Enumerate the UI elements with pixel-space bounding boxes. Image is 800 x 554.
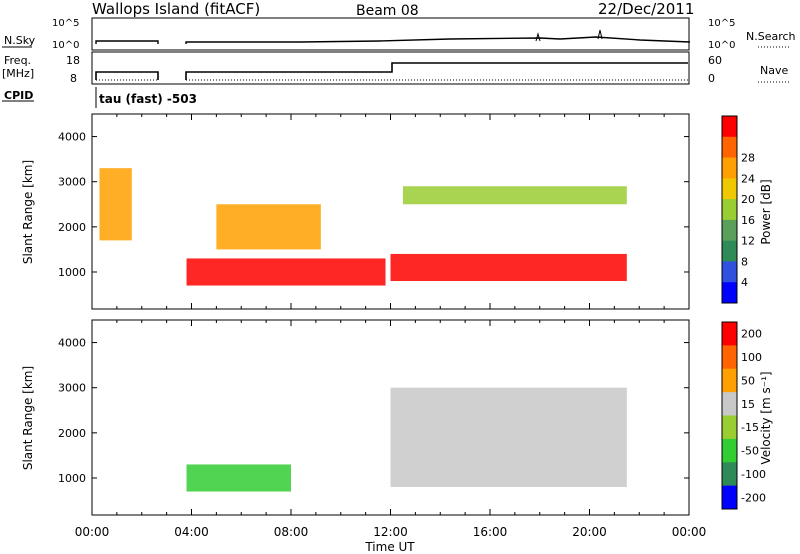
power-panel: 1000 2000 3000 4000 Slant Range [km] 4 8 12 16… <box>21 113 773 310</box>
velocity-panel: 1000 2000 3000 4000 Slant Range [km] 200 100… <box>21 319 773 516</box>
velocity-colorbar: 200 100 50 15 -15 -50 -100 -200 <box>721 321 766 510</box>
nave-tick-top: 60 <box>708 54 722 67</box>
noise-right-tick-bottom: 10^0 <box>708 40 735 51</box>
colorbar-tick-label: 16 <box>741 214 755 227</box>
time-tick-label: 20:00 <box>572 525 607 539</box>
colorbar-tick-label: -50 <box>741 445 759 458</box>
nave-tick-bottom: 0 <box>708 72 715 85</box>
freq-tick-bottom: 8 <box>70 72 77 85</box>
time-axis-label: Time UT <box>364 540 415 554</box>
power-colorbar: 4 8 12 16 20 24 28 <box>721 115 755 304</box>
colorbar-tick-label: 50 <box>741 374 755 387</box>
y-tick-label: 4000 <box>58 337 86 350</box>
colorbar-swatch <box>722 322 737 346</box>
noise-left-tick-bottom: 10^0 <box>52 40 79 51</box>
colorbar-swatch <box>722 345 737 370</box>
noise-search-trace <box>535 29 603 42</box>
cpid-text: tau (fast) -503 <box>99 92 197 106</box>
colorbar-swatch <box>722 240 737 262</box>
data-band-1 <box>186 464 291 492</box>
noise-right-tick-top: 10^5 <box>708 18 735 29</box>
noise-sky-trace <box>95 36 691 44</box>
freq-panel: Freq. [MHz] 18 8 60 0 Nave <box>2 51 790 85</box>
velocity-plot-frame <box>91 319 690 516</box>
colorbar-tick-label: -100 <box>741 468 766 481</box>
freq-label-line1: Freq. <box>4 54 31 67</box>
data-band-3 <box>390 253 627 282</box>
colorbar-swatch <box>722 462 737 487</box>
noise-panel: N.Sky 10^5 10^0 10^5 10^0 N.Search <box>2 17 796 51</box>
velocity-ylabel: Slant Range [km] <box>21 366 35 470</box>
noise-panel-frame <box>91 17 690 51</box>
time-tick-label: 12:00 <box>373 525 408 539</box>
y-tick-label: 4000 <box>58 131 86 144</box>
station-title: Wallops Island (fitACF) <box>92 0 260 18</box>
time-tick-label: 16:00 <box>473 525 508 539</box>
time-tick-label: 00:00 <box>672 525 707 539</box>
colorbar-tick-label: 4 <box>741 276 748 289</box>
beam-label: Beam 08 <box>356 3 419 19</box>
colorbar-swatch <box>722 116 737 138</box>
colorbar-tick-label: 100 <box>741 351 762 364</box>
colorbar-swatch <box>722 157 737 179</box>
colorbar-tick-label: 8 <box>741 255 748 268</box>
power-data-layer <box>99 168 627 286</box>
y-tick-label: 2000 <box>58 221 86 234</box>
colorbar-tick-label: -15 <box>741 421 759 434</box>
date-label: 22/Dec/2011 <box>598 0 694 18</box>
cpid-label: CPID <box>4 89 33 102</box>
noise-left-tick-top: 10^5 <box>52 18 79 29</box>
data-band-2 <box>216 204 321 250</box>
y-tick-label: 3000 <box>58 176 86 189</box>
freq-panel-frame <box>91 51 690 85</box>
colorbar-tick-label: 28 <box>741 152 755 165</box>
colorbar-tick-label: 15 <box>741 398 755 411</box>
y-tick-label: 1000 <box>58 472 86 485</box>
time-axis-ticks: 00:00 04:00 08:00 12:00 16:00 20:00 00:00 <box>75 525 707 539</box>
y-tick-label: 3000 <box>58 382 86 395</box>
colorbar-tick-label: 20 <box>741 193 755 206</box>
colorbar-swatch <box>722 392 737 416</box>
colorbar-swatch <box>722 282 737 304</box>
colorbar-frame <box>721 115 738 304</box>
colorbar-swatch <box>722 261 737 283</box>
colorbar-swatch <box>722 136 737 159</box>
velocity-data-layer <box>186 387 627 492</box>
noise-right-label: N.Search <box>746 30 796 43</box>
nave-label: Nave <box>760 64 788 77</box>
power-ylabel: Slant Range [km] <box>21 160 35 264</box>
colorbar-tick-label: -200 <box>741 491 766 504</box>
time-tick-label: 00:00 <box>75 525 110 539</box>
power-plot-frame <box>91 113 690 310</box>
time-tick-label: 08:00 <box>274 525 309 539</box>
colorbar-swatch <box>722 199 737 221</box>
colorbar-swatch <box>722 438 737 463</box>
freq-tick-top: 18 <box>66 54 80 67</box>
data-band-0 <box>99 168 132 241</box>
colorbar-swatch <box>722 178 737 200</box>
velocity-colorbar-label: Velocity [m s⁻¹] <box>759 371 773 464</box>
freq-label-line2: [MHz] <box>2 67 34 80</box>
colorbar-frame <box>721 321 738 510</box>
time-tick-label: 04:00 <box>174 525 209 539</box>
colorbar-tick-label: 12 <box>741 235 755 248</box>
noise-left-label: N.Sky <box>4 34 36 47</box>
colorbar-swatch <box>722 415 737 440</box>
colorbar-tick-label: 200 <box>741 328 762 341</box>
power-colorbar-label: Power [dB] <box>759 179 773 244</box>
freq-trace <box>95 62 688 80</box>
colorbar-tick-label: 24 <box>741 172 755 185</box>
colorbar-swatch <box>722 485 737 510</box>
data-band-0 <box>390 387 627 488</box>
data-band-1 <box>186 258 386 286</box>
data-band-4 <box>402 186 627 205</box>
colorbar-swatch <box>722 368 737 393</box>
y-tick-label: 1000 <box>58 266 86 279</box>
colorbar-swatch <box>722 219 737 242</box>
y-tick-label: 2000 <box>58 427 86 440</box>
